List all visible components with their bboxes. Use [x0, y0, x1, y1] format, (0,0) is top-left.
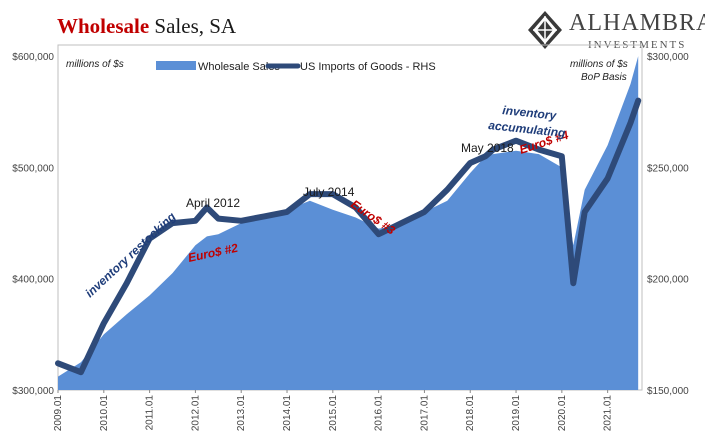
alhambra-diamond-icon	[528, 11, 562, 49]
legend-label-imports: US Imports of Goods - RHS	[300, 61, 436, 73]
right-axis-tick-label: $250,000	[647, 163, 689, 174]
x-axis-tick-label: 2020.01	[557, 395, 568, 432]
left-axis-tick-label: $400,000	[12, 275, 54, 286]
x-axis-tick-label: 2012.01	[190, 395, 201, 432]
legend-label-wholesale: Wholesale Sales	[198, 61, 280, 73]
us-imports-line	[55, 97, 642, 376]
right-unit-note-line-1: millions of $s	[570, 59, 628, 70]
legend: Wholesale Sales US Imports of Goods - RH…	[156, 61, 436, 73]
right-unit-note-line-2: BoP Basis	[581, 72, 627, 83]
chart-title: Wholesale Sales, SA	[57, 14, 236, 39]
logo-name: ALHAMBRA	[569, 10, 705, 36]
right-axis: $150,000 $200,000 $250,000 $300,000	[647, 52, 689, 397]
x-axis-tick-label: 2014.01	[282, 395, 293, 432]
x-axis-tick-label: 2021.01	[603, 395, 614, 432]
right-axis-tick-label: $200,000	[647, 275, 689, 286]
annotation-inventory-line-1: inventory	[502, 103, 558, 123]
x-axis-tick-label: 2015.01	[328, 395, 339, 432]
x-axis-tick-label: 2009.01	[53, 395, 64, 432]
x-axis-tick-label: 2019.01	[511, 395, 522, 432]
x-axis-tick-label: 2018.01	[465, 395, 476, 432]
x-axis-tick-label: 2017.01	[419, 395, 430, 432]
annotation-april-2012: April 2012	[186, 196, 240, 210]
wholesale-sales-area	[58, 56, 639, 390]
right-axis-tick-label: $300,000	[647, 52, 689, 63]
annotation-may-2018: May 2018	[461, 141, 514, 155]
left-axis: $300,000 $400,000 $500,000 $600,000	[12, 52, 54, 397]
left-unit-note: millions of $s	[66, 59, 124, 70]
alhambra-logo: ALHAMBRA INVESTMENTS	[527, 6, 705, 56]
left-axis-tick-label: $600,000	[12, 52, 54, 63]
x-axis-tick-label: 2013.01	[236, 395, 247, 432]
chart-title-lead: Wholesale	[57, 14, 150, 38]
right-axis-tick-label: $150,000	[647, 386, 689, 397]
x-axis-tick-label: 2011.01	[145, 395, 156, 431]
legend-swatch-wholesale	[156, 61, 196, 70]
x-axis: 2009.01 2010.01 2011.01 2012.01 2013.01 2014.…	[53, 390, 614, 431]
left-axis-tick-label: $500,000	[12, 163, 54, 174]
left-axis-tick-label: $300,000	[12, 386, 54, 397]
annotation-july-2014: July 2014	[303, 185, 355, 199]
chart-title-rest: Sales, SA	[154, 14, 237, 38]
x-axis-tick-label: 2016.01	[374, 395, 385, 432]
x-axis-tick-label: 2010.01	[99, 395, 110, 432]
